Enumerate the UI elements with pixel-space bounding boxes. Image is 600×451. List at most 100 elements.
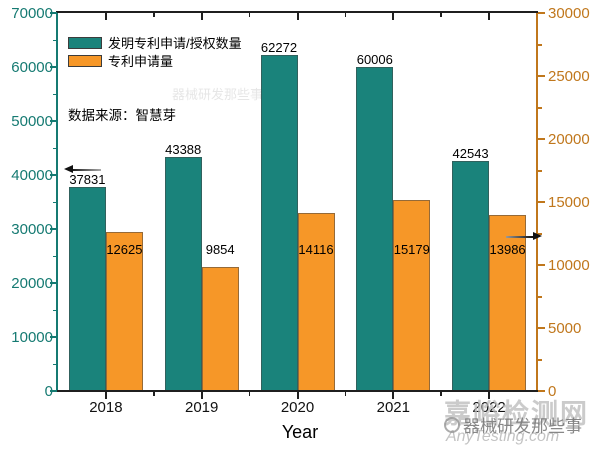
right-axis-major-tick: [538, 327, 545, 329]
x-axis-title: Year: [281, 422, 319, 442]
right-axis-minor-tick: [538, 44, 542, 46]
top-axis-minor-tick: [153, 13, 155, 17]
top-axis-major-tick: [200, 13, 203, 20]
bar-value-label: 9854: [205, 242, 235, 257]
bar-orange-2022: [489, 214, 527, 391]
legend-item-patent-applications: 专利申请量: [68, 52, 242, 69]
faint-watermark: 器械研发那些事: [172, 87, 264, 102]
legend-label: 发明专利申请/授权数量: [108, 36, 242, 51]
left-axis-major-tick: [50, 390, 57, 392]
right-axis-minor-tick: [538, 170, 542, 172]
top-axis-major-tick: [104, 13, 107, 20]
arrow-shaft: [506, 236, 533, 238]
arrow-head: [64, 165, 73, 173]
right-axis-major-tick: [538, 138, 545, 140]
right-axis-major-tick: [538, 201, 545, 203]
left-axis-major-tick: [50, 336, 57, 338]
legend-swatch-teal: [68, 36, 102, 49]
bottom-axis-major-tick: [488, 392, 491, 399]
bar-value-label: 13986: [489, 242, 526, 257]
right-axis-major-tick: [538, 264, 545, 266]
x-axis-tick-label: 2020: [280, 399, 315, 416]
right-axis-major-tick: [538, 390, 545, 392]
left-axis-tick-label: 20000: [11, 275, 53, 292]
left-axis-major-tick: [50, 66, 57, 68]
bar-value-label: 43388: [165, 141, 202, 157]
x-axis-tick-label: 2018: [89, 399, 123, 416]
legend-swatch-orange: [68, 54, 102, 67]
x-axis-tick-label: 2021: [376, 399, 410, 416]
left-axis-tick-label: 40000: [11, 167, 53, 184]
top-axis-minor-tick: [344, 13, 347, 17]
bar-value-label: 60006: [356, 51, 393, 67]
left-axis-major-tick: [50, 12, 57, 14]
x-axis-tick-label: 2022: [472, 399, 506, 416]
bottom-axis-major-tick: [104, 392, 107, 399]
bottom-axis-line: [56, 390, 538, 392]
bar-orange-2020: [297, 213, 335, 391]
left-y-axis-line: [56, 12, 58, 392]
right-axis-minor-tick: [538, 359, 542, 361]
right-axis-tick-label: 0: [548, 383, 557, 400]
top-axis-minor-tick: [440, 13, 442, 17]
watermark-logo-icon: [444, 416, 460, 433]
right-axis-tick-label: 10000: [548, 257, 590, 274]
bar-value-label: 15179: [393, 242, 430, 257]
legend: 发明专利申请/授权数量 专利申请量: [68, 34, 242, 70]
account-watermark: 器械研发那些事: [444, 412, 582, 437]
right-axis-tick-label: 25000: [548, 68, 590, 85]
url-watermark: AnyTesting.com: [446, 428, 560, 445]
left-axis-minor-tick: [53, 93, 57, 95]
left-axis-minor-tick: [53, 255, 57, 257]
bar-orange-2018: [105, 231, 143, 391]
right-axis-minor-tick: [538, 107, 542, 109]
left-axis-tick-label: 0: [44, 383, 53, 400]
left-axis-major-tick: [50, 120, 57, 122]
bar-orange-2021: [393, 199, 431, 391]
left-axis-tick-label: 10000: [11, 329, 53, 346]
left-axis-major-tick: [50, 174, 57, 176]
x-axis-tick-label: 2019: [185, 399, 219, 416]
account-watermark-text: 器械研发那些事: [463, 417, 582, 436]
left-axis-minor-tick: [53, 147, 57, 149]
top-axis-major-tick: [488, 13, 491, 20]
bottom-axis-major-tick: [200, 392, 203, 399]
bar-value-label: 62272: [260, 39, 298, 55]
arrow-left-icon: [64, 165, 102, 174]
left-axis-minor-tick: [53, 309, 57, 311]
right-axis-major-tick: [538, 75, 545, 77]
bar-teal-2018: [68, 186, 106, 391]
right-axis-minor-tick: [538, 296, 542, 298]
bar-teal-2019: [164, 156, 202, 391]
bottom-axis-minor-tick: [248, 392, 251, 396]
bottom-axis-minor-tick: [344, 392, 347, 396]
right-axis-major-tick: [538, 12, 545, 14]
bar-teal-2022: [452, 161, 490, 391]
bar-teal-2021: [356, 66, 394, 391]
arrow-shaft: [71, 169, 101, 171]
arrow-right-icon: [506, 232, 542, 241]
right-axis-tick-label: 5000: [548, 320, 582, 337]
bar-value-label: 42543: [452, 146, 489, 162]
bar-value-label: 37831: [69, 171, 106, 187]
left-axis-major-tick: [50, 228, 57, 230]
data-source-note: 数据来源：智慧芽: [68, 108, 176, 123]
left-axis-minor-tick: [53, 363, 57, 365]
right-y-axis-line: [536, 12, 538, 392]
top-axis-major-tick: [392, 13, 395, 20]
top-axis-line: [56, 11, 538, 13]
bottom-axis-minor-tick: [440, 392, 442, 396]
left-axis-major-tick: [50, 282, 57, 284]
left-axis-minor-tick: [53, 39, 57, 41]
left-axis-tick-label: 50000: [11, 113, 53, 130]
bar-teal-2020: [260, 54, 298, 391]
bottom-axis-major-tick: [392, 392, 395, 399]
left-axis-tick-label: 30000: [11, 221, 53, 238]
top-axis-minor-tick: [248, 13, 251, 17]
right-axis-tick-label: 30000: [548, 5, 590, 22]
site-watermark: 嘉峪检测网: [444, 399, 589, 429]
bar-orange-2019: [201, 266, 239, 391]
right-axis-tick-label: 20000: [548, 131, 590, 148]
left-axis-tick-label: 60000: [11, 59, 53, 76]
